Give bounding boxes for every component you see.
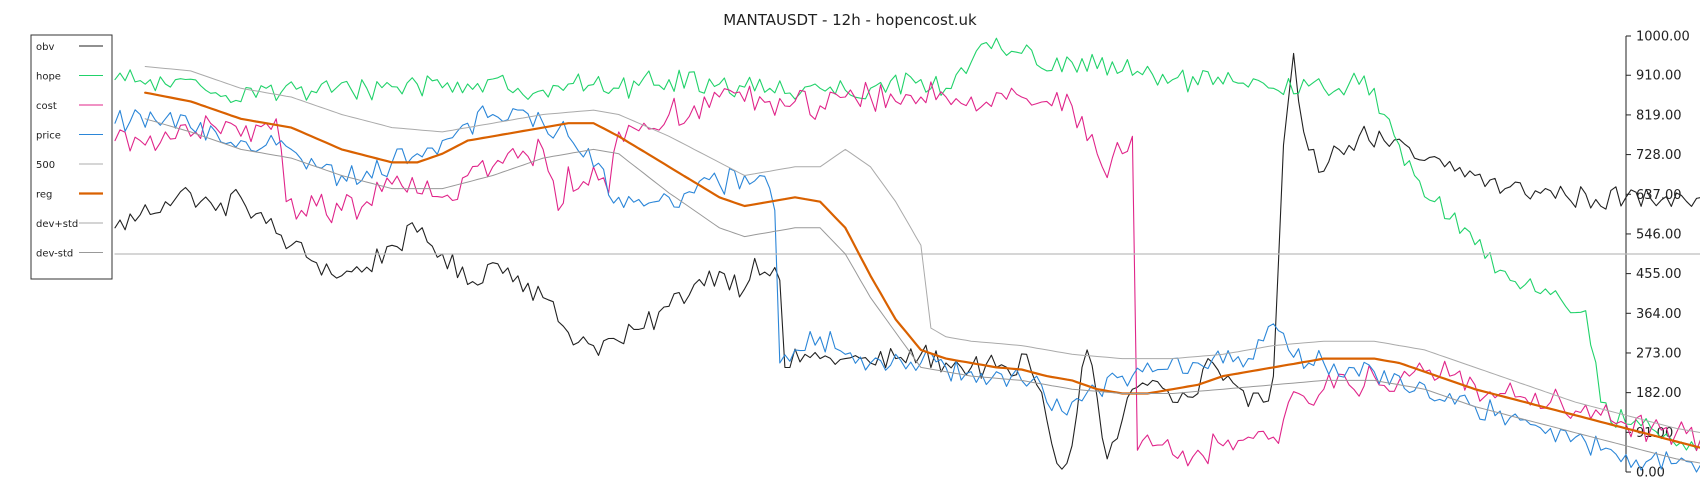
legend-label: 500 bbox=[36, 160, 55, 171]
y-tick-label: 364.00 bbox=[1636, 307, 1682, 322]
legend: obv hope cost price 500 reg dev+std dev-std bbox=[30, 34, 113, 280]
y-tick-label: 910.00 bbox=[1636, 69, 1682, 84]
y-axis-ticks: 0.0091.00182.00273.00364.00455.00546.006… bbox=[1626, 30, 1690, 481]
y-tick-label: 455.00 bbox=[1636, 267, 1682, 282]
legend-label: cost bbox=[36, 101, 57, 112]
series-line-price bbox=[114, 105, 1700, 473]
y-tick-label: 182.00 bbox=[1636, 386, 1682, 401]
series-line-reg bbox=[144, 91, 1700, 449]
legend-label: price bbox=[36, 131, 61, 142]
y-tick-label: 728.00 bbox=[1636, 148, 1682, 163]
legend-label: hope bbox=[36, 72, 61, 83]
y-tick-label: 1000.00 bbox=[1636, 30, 1690, 45]
series-line-cost bbox=[114, 81, 1700, 467]
chart-title: MANTAUSDT - 12h - hopencost.uk bbox=[723, 11, 977, 29]
legend-label: dev+std bbox=[36, 219, 78, 230]
y-tick-label: 0.00 bbox=[1636, 466, 1665, 481]
legend-label: obv bbox=[36, 42, 54, 53]
legend-label: dev-std bbox=[36, 249, 73, 260]
series-line-obv bbox=[114, 52, 1700, 470]
series-lines bbox=[114, 37, 1700, 473]
series-line-dev-std bbox=[144, 66, 1700, 434]
series-line-dev-std bbox=[144, 118, 1700, 464]
y-tick-label: 273.00 bbox=[1636, 346, 1682, 361]
legend-label: reg bbox=[36, 190, 52, 201]
y-tick-label: 546.00 bbox=[1636, 227, 1682, 242]
y-tick-label: 819.00 bbox=[1636, 108, 1682, 123]
series-line-hope bbox=[114, 37, 1700, 451]
